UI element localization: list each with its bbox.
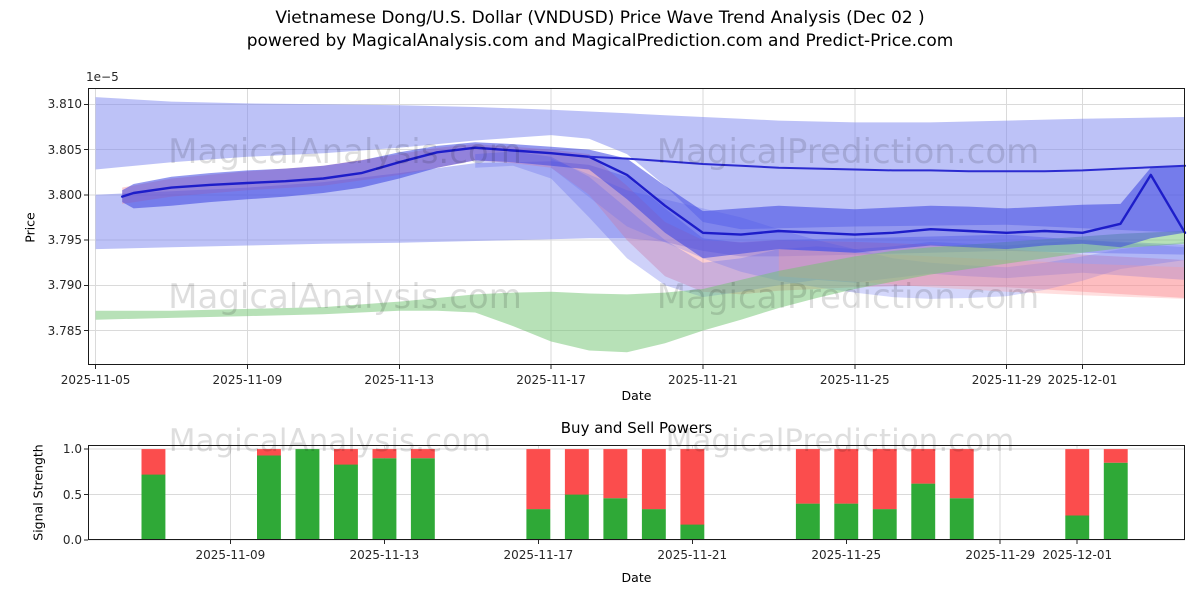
buy-bar [410, 458, 435, 540]
x-tick-label: 2025-11-13 [349, 548, 420, 562]
buy-bar [641, 509, 666, 540]
buy-bar [141, 474, 166, 540]
figure-subtitle: powered by MagicalAnalysis.com and Magic… [246, 31, 954, 51]
x-tick-label: 2025-12-01 [1042, 548, 1113, 562]
price-x-axis-label: Date [621, 388, 652, 403]
signal-chart-title: Buy and Sell Powers [560, 419, 713, 437]
buy-bar [526, 509, 551, 540]
sell-bar [564, 449, 589, 495]
sell-bar [680, 449, 705, 525]
buy-bar [834, 503, 859, 540]
buy-bar [564, 494, 589, 540]
sell-bar [526, 449, 551, 510]
price-plot-area [84, 88, 1187, 369]
buy-bar [680, 524, 705, 540]
buy-bar [949, 498, 974, 540]
sell-bar [334, 449, 358, 465]
x-tick-label: 2025-12-01 [1047, 373, 1118, 387]
y-tick-label: 1.0 [62, 442, 82, 457]
sell-bar [257, 449, 281, 456]
price-y-axis-label: Price [22, 212, 38, 243]
sell-bar [911, 449, 936, 484]
x-tick-label: 2025-11-09 [212, 373, 283, 387]
y-tick-label: 3.785 [47, 323, 82, 338]
buy-bar [372, 458, 397, 540]
buy-bar [1103, 462, 1128, 540]
sell-bar [949, 449, 974, 499]
y-tick-label: 0.0 [62, 533, 82, 547]
sell-bar [372, 449, 397, 459]
x-tick-label: 2025-11-29 [971, 373, 1042, 387]
x-tick-label: 2025-11-17 [516, 373, 586, 387]
price-line-upper-trend [588, 155, 1186, 173]
buy-bar [872, 509, 897, 540]
y-axis-offset-label: 1e−5 [86, 70, 119, 84]
y-tick-label: 3.790 [47, 278, 82, 293]
price-band-green-support [95, 231, 1186, 353]
x-tick-label: 2025-11-25 [819, 373, 890, 387]
x-tick-label: 2025-11-25 [811, 548, 882, 562]
sell-bar [603, 449, 628, 499]
sell-bar [1065, 449, 1090, 516]
x-tick-label: 2025-11-05 [60, 373, 131, 387]
signal-x-axis-label: Date [621, 570, 652, 585]
y-tick-label: 3.805 [47, 142, 82, 157]
sell-bar [834, 449, 859, 504]
figure-title: Vietnamese Dong/U.S. Dollar (VNDUSD) Pri… [275, 8, 925, 28]
sell-bar [795, 449, 820, 504]
sell-bar [1103, 449, 1128, 463]
y-tick-label: 3.795 [47, 233, 82, 248]
sell-bar [410, 449, 435, 459]
buy-bar [795, 503, 820, 540]
x-tick-label: 2025-11-17 [503, 548, 574, 562]
sell-bar [872, 449, 897, 510]
x-tick-label: 2025-11-21 [668, 373, 738, 387]
x-tick-label: 2025-11-21 [657, 548, 728, 562]
x-tick-label: 2025-11-29 [965, 548, 1036, 562]
buy-bar [603, 498, 628, 540]
buy-bar [911, 483, 936, 540]
y-tick-label: 3.800 [47, 187, 82, 202]
price-band-upper-envelope [95, 97, 1186, 233]
price-line-main-trend [121, 146, 1187, 236]
y-tick-label: 3.810 [47, 97, 82, 112]
signal-plot-area [84, 445, 1185, 544]
x-tick-label: 2025-11-13 [364, 373, 435, 387]
buy-bar [295, 449, 320, 540]
plot-border [88, 88, 1185, 365]
y-tick-label: 0.5 [62, 487, 82, 502]
sell-bar [141, 449, 166, 475]
sell-bar [641, 449, 666, 510]
buy-bar [334, 464, 358, 540]
plot-border [88, 445, 1185, 540]
x-tick-label: 2025-11-09 [195, 548, 266, 562]
buy-bar [1065, 515, 1090, 540]
buy-bar [257, 455, 281, 540]
